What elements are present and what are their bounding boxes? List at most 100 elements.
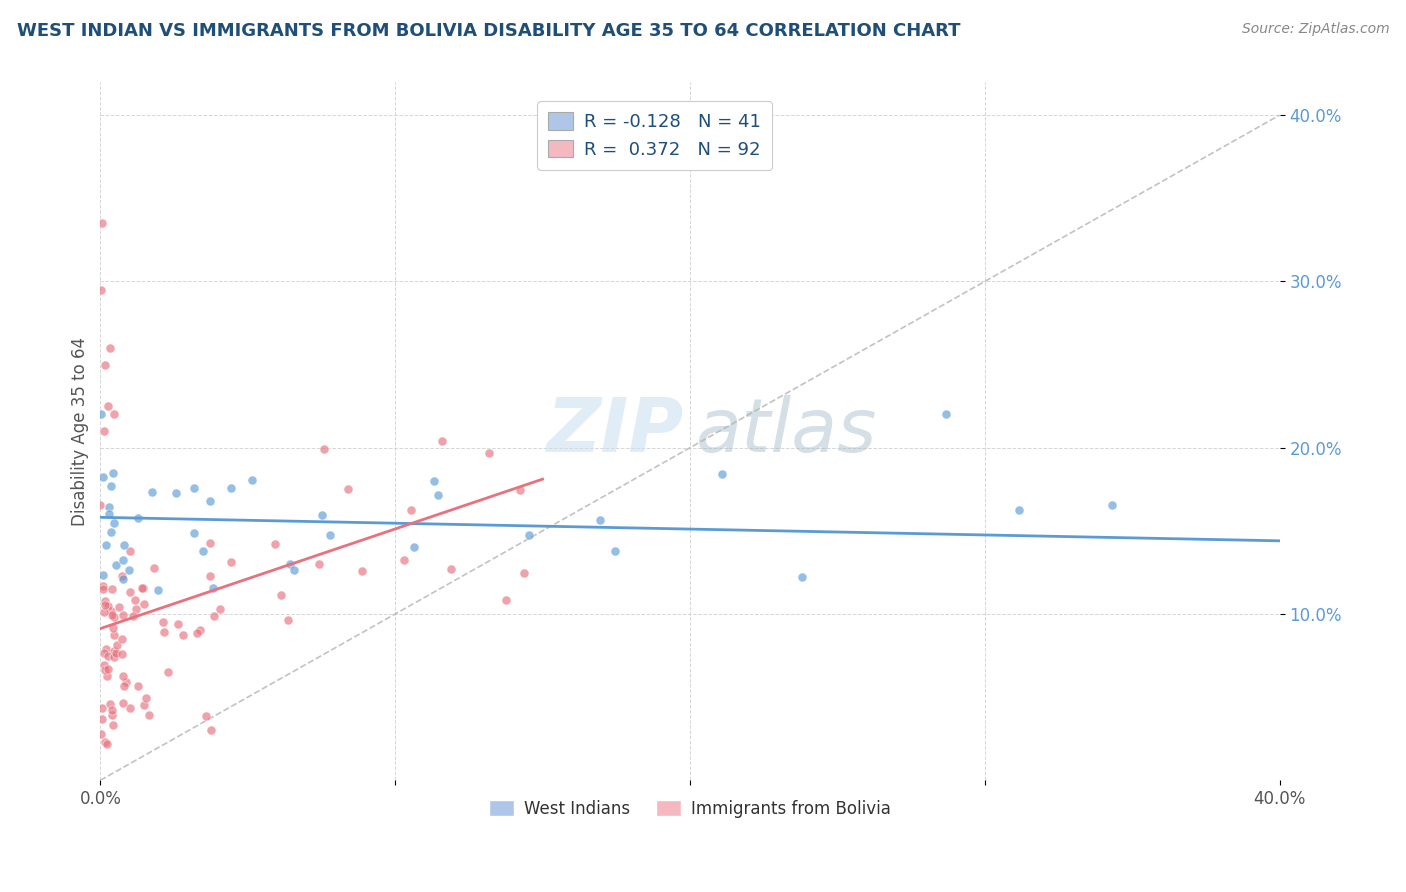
Point (202, 581, 225, 595)
Point (198, 569, 221, 583)
Point (101, 608, 124, 623)
Point (94, 538, 117, 552)
Point (392, 553, 415, 567)
Point (311, 508, 333, 523)
Text: Source: ZipAtlas.com: Source: ZipAtlas.com (1241, 22, 1389, 37)
Point (152, 615, 174, 629)
Point (200, 493, 222, 508)
Point (219, 555, 242, 569)
Point (96, 669, 118, 683)
Point (191, 543, 214, 558)
Point (89, 498, 111, 512)
Point (112, 607, 135, 622)
Point (97, 648, 120, 663)
Point (118, 701, 141, 715)
Point (166, 617, 188, 632)
Text: ZIP: ZIP (547, 394, 685, 467)
Point (112, 696, 135, 710)
Point (589, 513, 612, 527)
Point (337, 482, 360, 496)
Point (165, 486, 187, 500)
Point (278, 557, 301, 571)
Point (94, 735, 117, 749)
Point (100, 525, 122, 540)
Point (105, 558, 128, 572)
Point (112, 552, 135, 566)
Point (98, 507, 121, 521)
Point (402, 540, 425, 554)
Point (111, 669, 134, 683)
Point (91, 568, 114, 582)
Point (478, 446, 501, 460)
Point (423, 474, 446, 488)
Point (1008, 503, 1031, 517)
Point (208, 601, 231, 615)
Point (156, 665, 179, 680)
Point (132, 597, 155, 611)
Point (134, 698, 156, 712)
Point (118, 544, 141, 558)
Point (91, 582, 114, 596)
Point (240, 473, 263, 487)
Point (277, 613, 299, 627)
Point (103, 516, 125, 530)
Point (111, 647, 134, 661)
Point (103, 609, 125, 624)
Point (204, 608, 226, 623)
Point (101, 621, 124, 635)
Point (135, 691, 157, 706)
Point (98, 341, 121, 355)
Point (90, 408, 112, 422)
Point (91, 579, 114, 593)
Point (105, 638, 128, 652)
Point (114, 539, 136, 553)
Point (432, 434, 454, 448)
Point (94, 599, 117, 613)
Point (94, 358, 117, 372)
Point (93, 646, 115, 660)
Point (98, 500, 121, 514)
Point (1101, 498, 1123, 512)
Point (114, 674, 136, 689)
Point (270, 588, 292, 602)
Point (101, 582, 124, 597)
Point (101, 703, 124, 717)
Point (98, 698, 121, 712)
Point (935, 408, 957, 422)
Point (312, 442, 335, 457)
Point (94, 663, 117, 677)
Point (401, 503, 423, 517)
Point (93, 605, 115, 619)
Point (138, 707, 160, 722)
Point (127, 680, 149, 694)
Point (200, 723, 222, 738)
Point (125, 602, 148, 616)
Text: atlas: atlas (696, 395, 877, 467)
Point (142, 561, 165, 575)
Point (350, 564, 373, 578)
Point (100, 604, 122, 618)
Point (509, 483, 531, 497)
Legend: West Indians, Immigrants from Bolivia: West Indians, Immigrants from Bolivia (482, 793, 897, 824)
Point (319, 528, 342, 542)
Point (283, 563, 305, 577)
Point (118, 585, 141, 599)
Point (517, 528, 540, 542)
Point (141, 484, 163, 499)
Point (122, 609, 145, 624)
Point (308, 557, 330, 571)
Point (93, 657, 115, 672)
Point (117, 563, 139, 577)
Point (264, 537, 287, 551)
Point (711, 467, 734, 482)
Point (103, 649, 125, 664)
Point (91, 216, 114, 230)
Point (495, 593, 517, 607)
Point (132, 582, 155, 596)
Point (97, 599, 120, 614)
Point (103, 644, 125, 658)
Point (91, 701, 114, 715)
Point (127, 511, 149, 525)
Point (90, 283, 112, 297)
Point (221, 481, 243, 495)
